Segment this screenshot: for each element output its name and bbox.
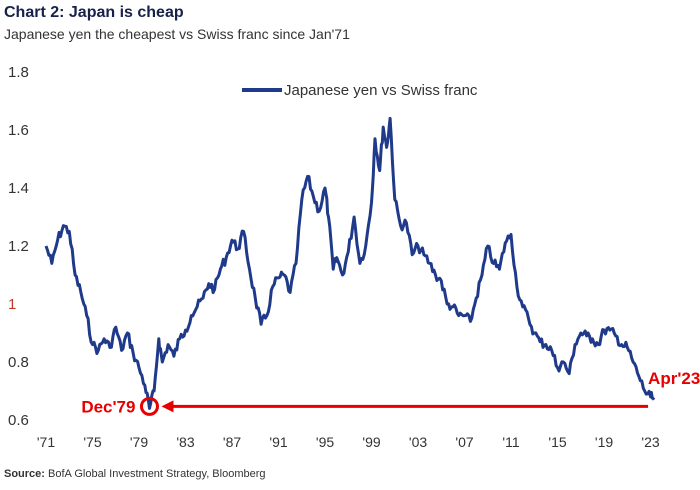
chart-title: Chart 2: Japan is cheap — [4, 4, 184, 21]
x-tick-label: '03 — [409, 434, 427, 450]
x-tick-label: '95 — [316, 434, 334, 450]
x-tick-label: '19 — [595, 434, 613, 450]
x-tick-label: '07 — [455, 434, 473, 450]
x-tick-label: '87 — [223, 434, 241, 450]
x-tick-label: '11 — [502, 434, 519, 450]
x-tick-label: '75 — [83, 434, 101, 450]
source-label: Source: — [4, 468, 45, 480]
low-annotation: Dec'79 Apr'23 — [81, 369, 700, 417]
legend: Japanese yen vs Swiss franc — [242, 82, 478, 99]
low-circle-marker — [139, 396, 159, 416]
x-tick-label: '91 — [269, 434, 287, 450]
y-tick-label: 1.8 — [8, 64, 29, 81]
source-note: Source: BofA Global Investment Strategy,… — [4, 468, 266, 480]
y-tick-label: 1.6 — [8, 122, 29, 139]
y-tick-label: 0.8 — [8, 354, 29, 371]
arrow-head — [161, 400, 174, 413]
y-tick-label: 1.4 — [8, 180, 29, 197]
annotation-apr23: Apr'23 — [648, 369, 700, 388]
y-tick-label: 0.6 — [8, 412, 29, 429]
source-text: BofA Global Investment Strategy, Bloombe… — [48, 468, 266, 480]
x-tick-label: '71 — [37, 434, 55, 450]
x-tick-label: '99 — [362, 434, 380, 450]
legend-label: Japanese yen vs Swiss franc — [284, 82, 478, 99]
x-tick-label: '79 — [130, 434, 148, 450]
y-axis-tick-labels: 0.6 0.8 1 1.2 1.4 1.6 1.8 — [8, 64, 29, 429]
annotation-dec79: Dec'79 — [81, 397, 135, 416]
x-axis-tick-labels: '71 '75 '79 '83 '87 '91 '95 '99 '03 '07 '11 '15 '19 '… — [37, 434, 660, 450]
chart-subtitle: Japanese yen the cheapest vs Swiss franc… — [4, 26, 350, 42]
y-tick-label: 1.2 — [8, 238, 29, 255]
x-tick-label: '83 — [176, 434, 194, 450]
y-tick-label: 1 — [8, 296, 16, 313]
series-line-yen-vs-franc — [44, 116, 656, 410]
x-tick-label: '15 — [548, 434, 566, 450]
x-tick-label: '23 — [641, 434, 659, 450]
